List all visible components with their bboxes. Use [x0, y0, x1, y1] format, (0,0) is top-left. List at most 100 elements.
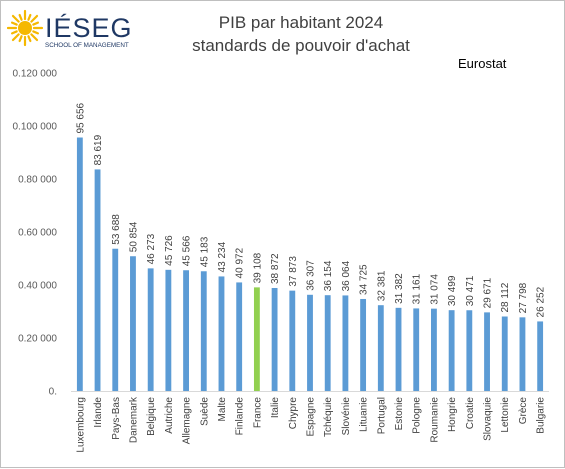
category-label: Pays-Bas	[111, 397, 122, 440]
category-label: France	[252, 397, 263, 429]
category-label: Lituanie	[359, 397, 370, 432]
category-label: Pologne	[412, 397, 423, 434]
sun-ray	[32, 21, 40, 26]
data-label: 45 726	[164, 235, 175, 266]
bar	[519, 317, 526, 391]
bar	[236, 282, 243, 391]
chart-title: PIB par habitant 2024	[218, 13, 384, 32]
bar	[466, 310, 473, 391]
bar	[448, 310, 455, 391]
category-label: Belgique	[146, 397, 157, 436]
category-label: Grèce	[518, 397, 529, 425]
category-label: Bulgarie	[536, 397, 547, 434]
data-label: 27 798	[518, 282, 529, 313]
bar	[484, 312, 490, 391]
category-label: Espagne	[306, 397, 317, 437]
data-label: 43 234	[217, 241, 228, 272]
y-tick-label: 0.20 000	[18, 334, 57, 345]
sun-ray	[11, 33, 20, 42]
sun-ray	[18, 35, 23, 43]
bar	[200, 271, 207, 391]
data-label: 32 381	[376, 270, 387, 301]
y-tick-label: 0.	[49, 387, 57, 398]
category-label: Irlande	[93, 397, 104, 428]
chart-subtitle: standards de pouvoir d'achat	[192, 36, 410, 55]
bar	[76, 137, 83, 391]
category-label: Croatie	[465, 397, 476, 430]
category-label: Slovaquie	[483, 397, 494, 441]
ieseg-logo: IÉSEG SCHOOL OF MANAGEMENT	[7, 9, 133, 49]
data-label: 39 108	[252, 252, 263, 283]
bar	[183, 270, 189, 391]
y-tick-label: 0.120 000	[13, 69, 58, 80]
bar	[395, 307, 402, 391]
sun-ray	[30, 33, 39, 42]
y-axis-labels: 0. 0.20 000 0.40 000 0.60 000 0.80 000 0.100 …	[13, 69, 58, 398]
data-label: 31 074	[429, 274, 440, 305]
bar	[342, 295, 349, 391]
bar	[537, 321, 544, 391]
category-label: Slovénie	[341, 397, 352, 436]
y-tick-label: 0.40 000	[18, 281, 57, 292]
sun-ray	[18, 13, 23, 21]
data-label: 38 872	[270, 253, 281, 284]
y-tick-label: 0.60 000	[18, 228, 57, 239]
data-label: 83 619	[93, 134, 104, 165]
category-label: Allemagne	[182, 397, 193, 445]
sun-ray	[10, 21, 18, 26]
data-label: 45 566	[182, 235, 193, 266]
y-tick-label: 0.80 000	[18, 175, 57, 186]
sun-ray	[10, 30, 18, 35]
data-label: 40 972	[235, 247, 246, 278]
data-label: 36 154	[323, 260, 334, 291]
category-label: Finlande	[235, 397, 246, 436]
bar	[130, 256, 136, 391]
sun-logo-icon	[7, 9, 44, 47]
bar	[253, 287, 260, 391]
bar	[377, 305, 384, 391]
data-label: 29 671	[483, 277, 494, 308]
data-label: 31 382	[394, 273, 405, 304]
data-label: 45 183	[199, 236, 210, 267]
bar	[165, 269, 172, 391]
bar	[112, 248, 119, 391]
bar	[218, 276, 225, 391]
bar	[289, 290, 296, 391]
bar	[94, 169, 101, 391]
bar	[324, 295, 331, 391]
category-label: Tchéquie	[323, 397, 334, 437]
data-label: 30 499	[447, 275, 458, 306]
data-label: 95 656	[75, 102, 86, 133]
bar	[147, 268, 154, 391]
data-labels: 95 656 83 619 53 688 50 854 46 273 45 726 45 5…	[75, 102, 546, 317]
source-label: Eurostat	[458, 56, 507, 71]
bar	[431, 308, 437, 391]
bar	[413, 308, 420, 391]
category-label: Roumanie	[429, 397, 440, 443]
bars	[76, 137, 544, 391]
sun-ray	[11, 14, 20, 23]
data-label: 53 688	[111, 214, 122, 245]
bar	[307, 294, 313, 391]
data-label: 36 307	[306, 260, 317, 291]
sun-ray	[27, 13, 32, 21]
bar	[501, 316, 508, 391]
sun-ray	[30, 14, 39, 23]
category-label: Hongrie	[447, 397, 458, 432]
category-label: Italie	[270, 397, 281, 419]
category-label: Suède	[199, 397, 210, 426]
sun-ray	[32, 30, 40, 35]
data-label: 26 252	[536, 286, 547, 317]
data-label: 37 873	[288, 256, 299, 287]
data-label: 36 064	[341, 260, 352, 291]
data-label: 34 725	[359, 264, 370, 295]
category-label: Estonie	[394, 397, 405, 431]
logo-wordmark: IÉSEG	[45, 13, 133, 43]
category-label: Malte	[217, 397, 228, 422]
data-label: 46 273	[146, 233, 157, 264]
sun-ray	[27, 35, 32, 43]
category-label: Portugal	[376, 397, 387, 434]
chart-title-block: PIB par habitant 2024 standards de pouvo…	[151, 11, 451, 57]
data-label: 30 471	[465, 275, 476, 306]
